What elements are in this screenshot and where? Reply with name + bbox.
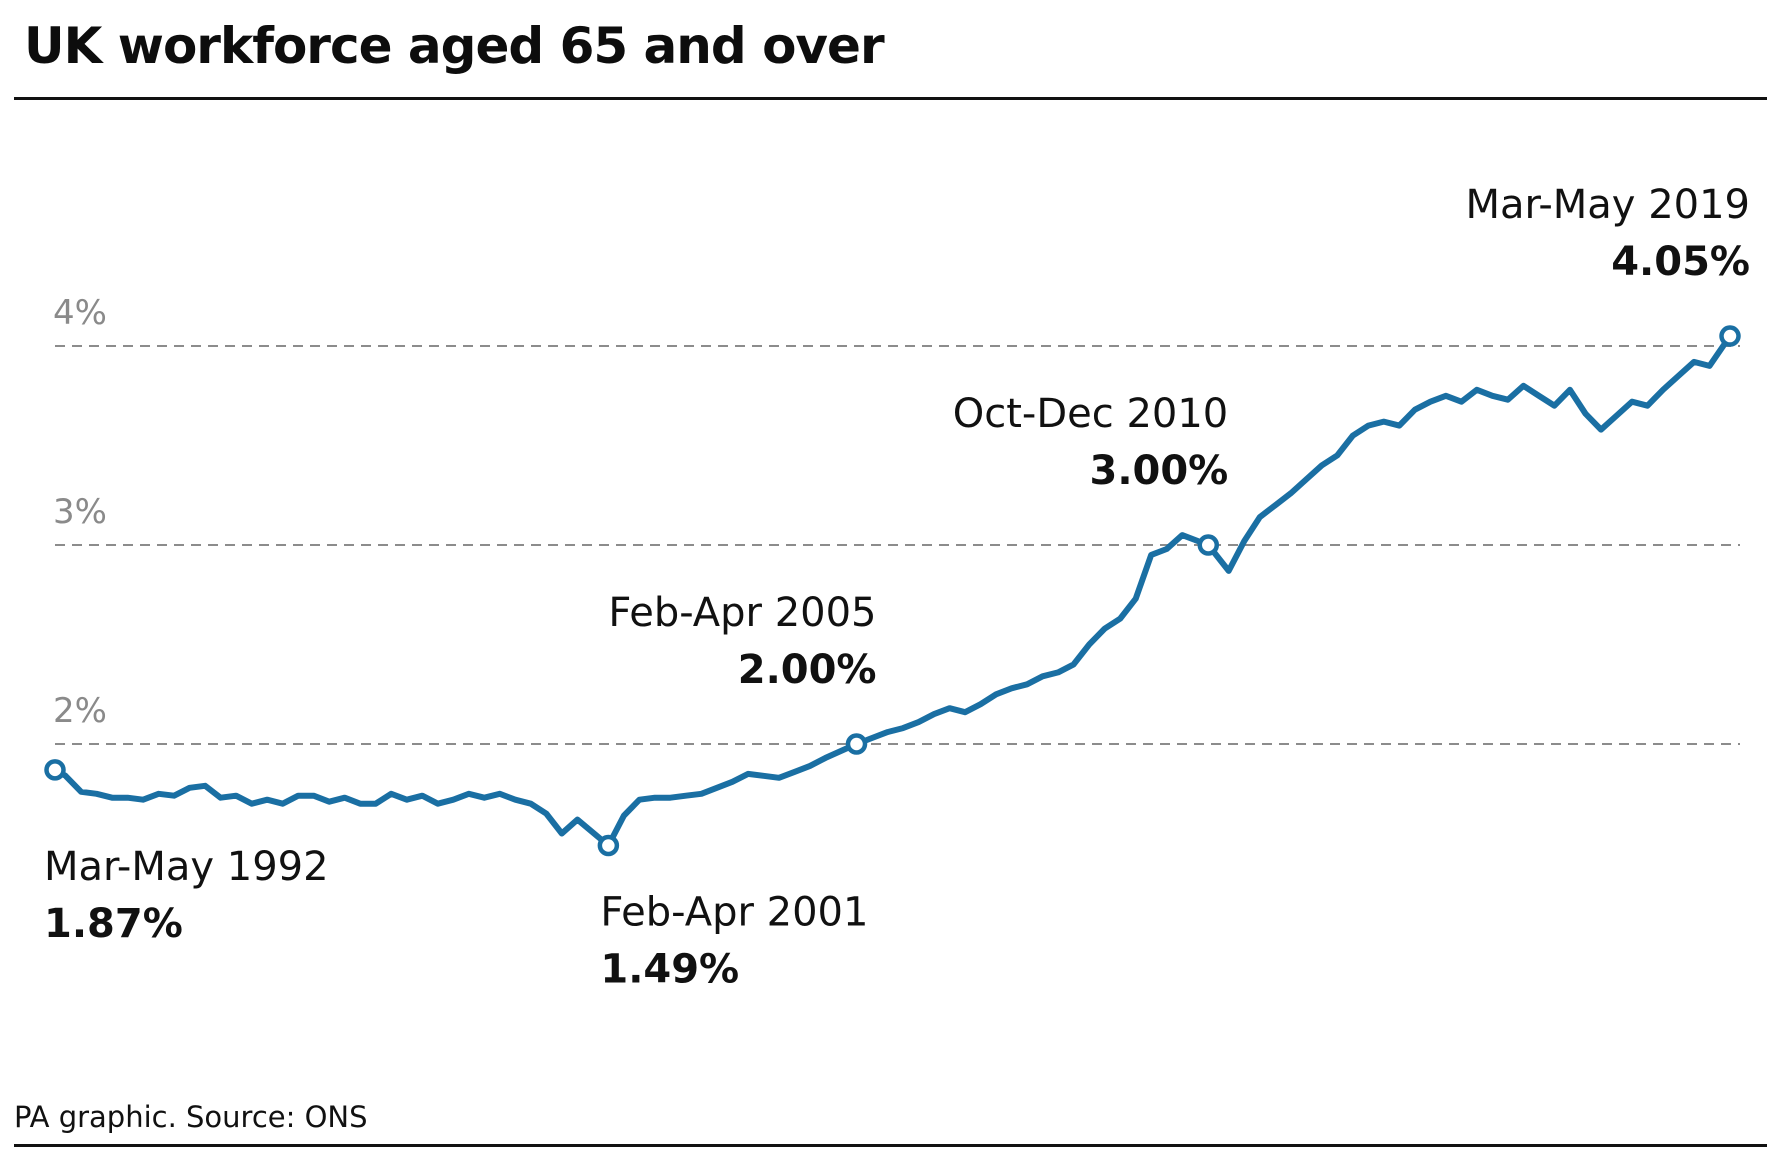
annotation-marker	[1719, 325, 1741, 347]
annotation-marker	[845, 733, 868, 755]
annotation-value: 2.00%	[738, 647, 877, 693]
annotation-value: 1.49%	[600, 946, 739, 992]
annotation-label: Oct-Dec 2010	[953, 391, 1229, 437]
footer-rule	[14, 1144, 1767, 1147]
annotation-label: Feb-Apr 2001	[600, 889, 868, 935]
y-tick-label: 4%	[53, 293, 107, 333]
chart-title: UK workforce aged 65 and over	[24, 17, 885, 75]
annotation-label: Mar-May 2019	[1465, 182, 1750, 228]
source-note: PA graphic. Source: ONS	[14, 1100, 368, 1134]
y-tick-label: 3%	[53, 492, 107, 532]
annotation-value: 3.00%	[1089, 448, 1228, 494]
annotation-label: Mar-May 1992	[44, 844, 329, 890]
annotation-value: 1.87%	[44, 901, 183, 947]
annotation-marker	[44, 759, 66, 781]
annotation-marker	[597, 834, 620, 857]
y-tick-label: 2%	[53, 691, 107, 731]
annotation-marker	[1197, 534, 1220, 556]
series-line	[52, 333, 1733, 849]
annotation-label: Feb-Apr 2005	[608, 590, 876, 636]
annotation-value: 4.05%	[1611, 239, 1750, 285]
title-rule	[14, 97, 1767, 100]
